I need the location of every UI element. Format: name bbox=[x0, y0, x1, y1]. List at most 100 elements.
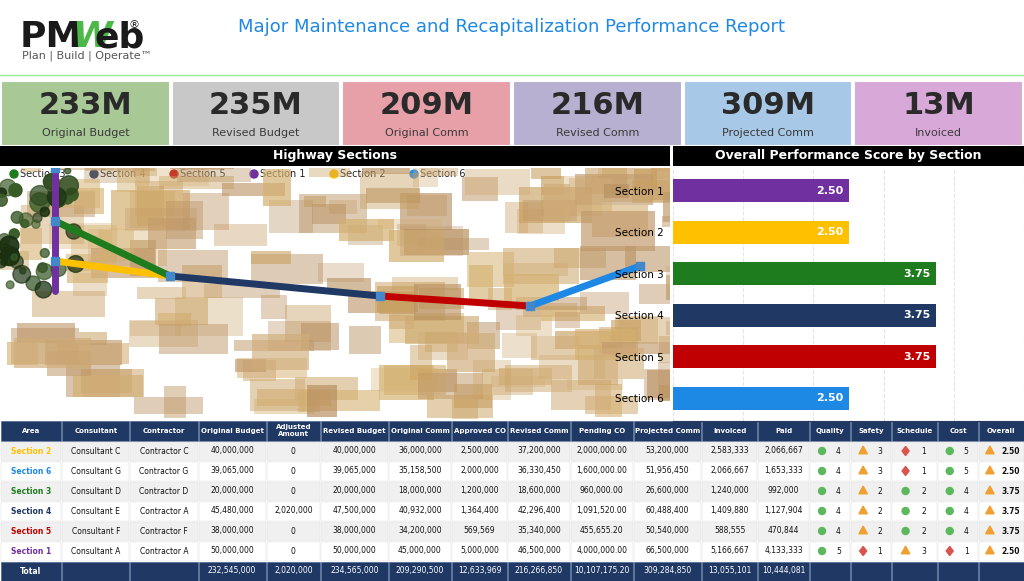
Circle shape bbox=[170, 170, 178, 178]
Text: 1,200,000: 1,200,000 bbox=[460, 486, 499, 496]
FancyBboxPatch shape bbox=[397, 224, 427, 246]
FancyBboxPatch shape bbox=[758, 442, 809, 461]
Circle shape bbox=[65, 168, 71, 174]
FancyBboxPatch shape bbox=[568, 178, 612, 211]
Circle shape bbox=[9, 229, 19, 239]
FancyBboxPatch shape bbox=[571, 561, 633, 581]
FancyBboxPatch shape bbox=[508, 442, 570, 461]
FancyBboxPatch shape bbox=[0, 461, 61, 481]
FancyBboxPatch shape bbox=[199, 461, 266, 481]
FancyBboxPatch shape bbox=[348, 225, 383, 245]
Polygon shape bbox=[859, 506, 867, 514]
Text: 35,158,500: 35,158,500 bbox=[398, 467, 441, 475]
FancyBboxPatch shape bbox=[137, 286, 185, 299]
FancyBboxPatch shape bbox=[307, 385, 337, 417]
FancyBboxPatch shape bbox=[179, 139, 222, 170]
Text: 51,956,450: 51,956,450 bbox=[645, 467, 689, 475]
Text: 2: 2 bbox=[922, 507, 926, 515]
Text: 66,500,000: 66,500,000 bbox=[645, 547, 689, 555]
FancyBboxPatch shape bbox=[130, 561, 198, 581]
FancyBboxPatch shape bbox=[62, 561, 129, 581]
FancyBboxPatch shape bbox=[199, 522, 266, 541]
FancyBboxPatch shape bbox=[647, 371, 671, 398]
Circle shape bbox=[53, 198, 60, 205]
Text: 3.75: 3.75 bbox=[1001, 507, 1020, 515]
FancyBboxPatch shape bbox=[893, 501, 937, 521]
Text: 34,200,000: 34,200,000 bbox=[398, 526, 441, 536]
Bar bbox=[166, 272, 174, 280]
FancyBboxPatch shape bbox=[389, 442, 451, 461]
FancyBboxPatch shape bbox=[330, 200, 357, 213]
Polygon shape bbox=[859, 526, 867, 534]
FancyBboxPatch shape bbox=[634, 522, 701, 541]
FancyBboxPatch shape bbox=[0, 442, 61, 461]
Text: 235M: 235M bbox=[209, 91, 303, 120]
FancyBboxPatch shape bbox=[453, 399, 477, 419]
Text: 4: 4 bbox=[836, 486, 841, 496]
Circle shape bbox=[946, 447, 953, 454]
Text: Area: Area bbox=[22, 428, 40, 434]
Text: Section 2: Section 2 bbox=[10, 447, 51, 456]
FancyBboxPatch shape bbox=[473, 360, 511, 400]
Text: 13M: 13M bbox=[902, 91, 975, 120]
FancyBboxPatch shape bbox=[267, 561, 319, 581]
Bar bbox=[376, 292, 384, 300]
Polygon shape bbox=[859, 446, 867, 454]
Text: 4: 4 bbox=[836, 526, 841, 536]
Text: 40,000,000: 40,000,000 bbox=[333, 447, 377, 456]
FancyBboxPatch shape bbox=[659, 336, 715, 363]
Text: 1,127,904: 1,127,904 bbox=[765, 507, 803, 515]
Text: Section 5: Section 5 bbox=[180, 169, 225, 179]
FancyBboxPatch shape bbox=[684, 81, 852, 146]
Text: 569,569: 569,569 bbox=[464, 526, 496, 536]
Text: 2.50: 2.50 bbox=[816, 393, 843, 403]
FancyBboxPatch shape bbox=[404, 229, 469, 255]
FancyBboxPatch shape bbox=[979, 482, 1024, 501]
Text: 3.75: 3.75 bbox=[903, 310, 931, 320]
FancyBboxPatch shape bbox=[267, 321, 331, 351]
Circle shape bbox=[47, 187, 67, 206]
Circle shape bbox=[818, 468, 825, 475]
FancyBboxPatch shape bbox=[418, 370, 457, 392]
FancyBboxPatch shape bbox=[462, 177, 498, 201]
Text: 1: 1 bbox=[922, 447, 926, 456]
Text: 3: 3 bbox=[878, 467, 882, 475]
FancyBboxPatch shape bbox=[581, 292, 629, 314]
FancyBboxPatch shape bbox=[481, 369, 532, 396]
Text: 232,545,000: 232,545,000 bbox=[208, 566, 256, 576]
FancyBboxPatch shape bbox=[74, 188, 103, 214]
Text: 20,000,000: 20,000,000 bbox=[333, 486, 376, 496]
Text: 4: 4 bbox=[964, 526, 969, 536]
FancyBboxPatch shape bbox=[634, 561, 701, 581]
FancyBboxPatch shape bbox=[639, 284, 700, 304]
FancyBboxPatch shape bbox=[979, 461, 1024, 481]
FancyBboxPatch shape bbox=[342, 81, 511, 146]
FancyBboxPatch shape bbox=[311, 204, 346, 224]
Text: 5: 5 bbox=[964, 447, 969, 456]
FancyBboxPatch shape bbox=[810, 501, 850, 521]
FancyBboxPatch shape bbox=[130, 461, 198, 481]
FancyBboxPatch shape bbox=[632, 180, 694, 203]
FancyBboxPatch shape bbox=[522, 303, 578, 317]
FancyBboxPatch shape bbox=[659, 385, 705, 401]
FancyBboxPatch shape bbox=[758, 561, 809, 581]
FancyBboxPatch shape bbox=[267, 522, 319, 541]
Circle shape bbox=[36, 263, 52, 279]
Circle shape bbox=[40, 207, 49, 217]
Text: 53,200,000: 53,200,000 bbox=[645, 447, 689, 456]
Text: Revised Budget: Revised Budget bbox=[212, 128, 300, 138]
Circle shape bbox=[51, 261, 67, 277]
Text: 3: 3 bbox=[922, 547, 926, 555]
FancyBboxPatch shape bbox=[182, 266, 222, 299]
Text: 47,500,000: 47,500,000 bbox=[333, 507, 377, 515]
FancyBboxPatch shape bbox=[938, 482, 978, 501]
Text: Section 4: Section 4 bbox=[10, 507, 51, 515]
FancyBboxPatch shape bbox=[392, 277, 458, 290]
Text: 2.50: 2.50 bbox=[816, 227, 843, 237]
Circle shape bbox=[250, 170, 258, 178]
Bar bbox=[51, 217, 59, 225]
FancyBboxPatch shape bbox=[389, 313, 464, 343]
FancyBboxPatch shape bbox=[585, 158, 627, 195]
FancyBboxPatch shape bbox=[384, 365, 446, 395]
FancyBboxPatch shape bbox=[73, 375, 143, 397]
